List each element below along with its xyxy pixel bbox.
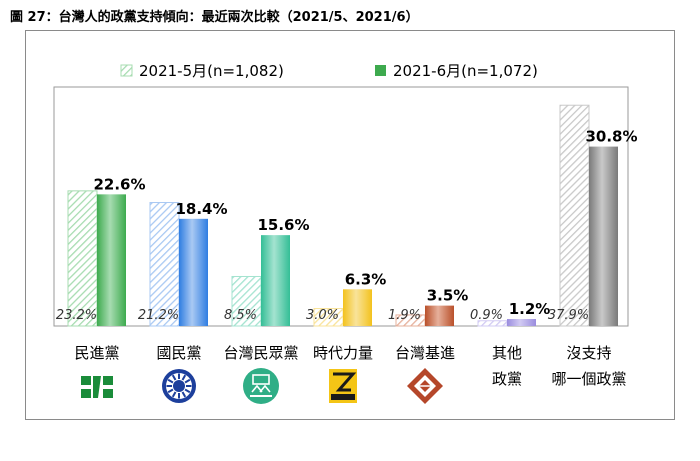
plot-area — [53, 86, 629, 327]
category-label-7: 沒支持 — [566, 344, 611, 362]
bar-jun-6 — [507, 319, 536, 326]
tsp-logo-icon — [407, 368, 443, 404]
category-label-6-line2: 政黨 — [492, 370, 522, 388]
legend-label-jun: 2021-6月(n=1,072) — [393, 62, 538, 80]
value-label-jun-6: 1.2% — [509, 300, 551, 318]
value-label-jun-2: 18.4% — [175, 200, 227, 218]
value-label-jun-3: 15.6% — [257, 216, 309, 234]
bar-jun-3 — [261, 235, 290, 326]
bar-jun-2 — [179, 218, 208, 326]
bar-jun-4 — [343, 289, 372, 326]
figure-title: 圖 27：台灣人的政黨支持傾向：最近兩次比較（2021/5、2021/6） — [10, 10, 419, 25]
value-label-jun-4: 6.3% — [345, 270, 387, 288]
npp-logo-icon — [329, 369, 357, 403]
value-label-may-3: 8.5% — [224, 308, 257, 323]
value-label-jun-1: 22.6% — [93, 175, 145, 193]
bar-chart: 2021-5月(n=1,082) 2021-6月(n=1,072) 23.2% 22.… — [53, 62, 638, 404]
bar-may-1 — [67, 190, 98, 327]
category-label-1: 民進黨 — [74, 344, 119, 362]
chart-frame: 2021-5月(n=1,082) 2021-6月(n=1,072) 23.2% 22.… — [25, 30, 675, 420]
category-label-6: 其他 — [492, 344, 522, 362]
tpp-logo-icon — [243, 368, 279, 404]
legend-swatch-may — [120, 64, 133, 77]
bar-may-7 — [559, 104, 590, 327]
bar-jun-1 — [97, 194, 126, 326]
legend: 2021-5月(n=1,082) 2021-6月(n=1,072) — [120, 62, 538, 80]
value-label-may-6: 0.9% — [470, 308, 503, 323]
kmt-logo-icon — [162, 369, 196, 403]
legend-swatch-jun — [375, 65, 386, 76]
category-label-4: 時代力量 — [313, 344, 373, 362]
dpp-logo-icon — [81, 376, 113, 398]
value-label-may-5: 1.9% — [388, 308, 421, 323]
legend-label-may: 2021-5月(n=1,082) — [139, 62, 284, 80]
bar-jun-7 — [589, 146, 618, 326]
value-label-jun-5: 3.5% — [427, 287, 469, 305]
category-label-3: 台灣民眾黨 — [223, 344, 298, 362]
category-label-7-line2: 哪一個政黨 — [551, 370, 626, 388]
bar-may-2 — [149, 202, 180, 327]
value-label-jun-7: 30.8% — [585, 128, 637, 146]
bar-jun-5 — [425, 305, 454, 326]
value-label-may-2: 21.2% — [138, 308, 179, 323]
value-label-may-1: 23.2% — [56, 308, 97, 323]
value-label-may-7: 37.9% — [548, 308, 589, 323]
value-label-may-4: 3.0% — [306, 308, 339, 323]
category-label-5: 台灣基進 — [395, 344, 455, 362]
category-label-2: 國民黨 — [156, 344, 201, 362]
